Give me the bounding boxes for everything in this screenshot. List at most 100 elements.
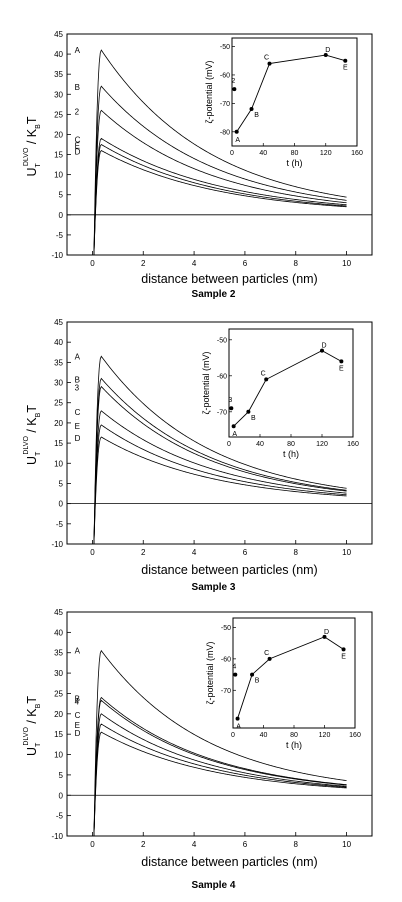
y-tick-label: -10: [51, 540, 63, 549]
inset-x-axis-label: t (h): [286, 740, 302, 750]
chart-mark: T: [35, 451, 42, 456]
y-tick-label: -5: [56, 231, 64, 240]
x-tick-label: 0: [90, 548, 95, 557]
chart-mark: T: [25, 405, 39, 413]
y-tick-label: -10: [51, 251, 63, 260]
inset-x-tick-label: 40: [259, 150, 267, 157]
y-tick-label: 5: [59, 191, 64, 200]
inset-point-4: [233, 672, 238, 677]
inset-x-tick-label: 160: [349, 732, 361, 739]
inset-x-tick-label: 80: [287, 441, 295, 448]
chart-mark: DLVO: [23, 436, 30, 455]
inset-point-label-D: D: [324, 629, 329, 636]
inset-point-D: [322, 634, 327, 639]
y-tick-label: 10: [54, 459, 63, 468]
y-tick-label: 0: [59, 500, 64, 509]
series-label-E: E: [75, 721, 80, 730]
y-axis-label: UTDLVO / KBT: [23, 405, 42, 465]
series-label-E: E: [75, 422, 80, 431]
y-tick-label: 0: [59, 791, 64, 800]
inset-y-tick-label: -50: [221, 625, 231, 632]
chart-mark: T: [25, 116, 39, 124]
inset-y-axis-label: ζ-potential (mV): [204, 61, 214, 124]
x-tick-label: 10: [342, 840, 351, 849]
y-tick-label: 15: [54, 730, 63, 739]
y-tick-label: 25: [54, 689, 63, 698]
series-label-E: E: [75, 142, 80, 151]
inset-x-tick-label: 0: [230, 150, 234, 157]
inset-point-label-2: 2: [231, 78, 235, 85]
inset-point-E: [343, 58, 348, 63]
series-line-3: [93, 385, 347, 545]
inset-y-tick-label: -70: [221, 688, 231, 695]
y-tick-label: 45: [54, 318, 63, 327]
inset-x-axis-label: t (h): [286, 158, 302, 168]
inset-y-tick-label: -80: [220, 129, 230, 136]
inset-point-label-C: C: [264, 55, 269, 62]
chart-mark: B: [35, 124, 42, 129]
x-tick-label: 6: [243, 548, 248, 557]
y-tick-label: 15: [54, 151, 63, 160]
inset-x-tick-label: 160: [347, 441, 359, 448]
inset-point-C: [267, 61, 272, 66]
series-label-3: 3: [75, 384, 80, 393]
series-label-B: B: [75, 695, 80, 704]
series-label-B: B: [75, 83, 80, 92]
series-line-E: [93, 723, 347, 837]
series-line-A: [93, 355, 347, 545]
y-tick-label: -5: [56, 520, 64, 529]
chart-mark: DLVO: [23, 727, 30, 746]
inset-y-tick-label: -60: [220, 72, 230, 79]
series-line-4: [93, 699, 347, 837]
x-axis-label: distance between particles (nm): [141, 272, 317, 286]
inset-point-label-E: E: [339, 365, 344, 372]
series-line-E: [93, 424, 347, 545]
inset-point-D: [320, 348, 324, 353]
inset-point-E: [341, 647, 346, 652]
inset-y-tick-label: -50: [220, 44, 230, 51]
series-label-2: 2: [75, 107, 80, 116]
inset-x-tick-label: 120: [320, 150, 332, 157]
inset-chart: 0 40 80 120 160 -70 -60 -50 t (h) ζ-potential (mV…: [201, 328, 359, 459]
inset-point-label-A: A: [236, 724, 241, 731]
y-tick-label: 30: [54, 669, 63, 678]
inset-x-tick-label: 40: [260, 732, 268, 739]
inset-x-tick-label: 160: [351, 150, 363, 157]
series-line-C: [93, 137, 347, 256]
chart-mark: B: [35, 412, 42, 417]
inset-point-label-C: C: [264, 650, 269, 657]
inset-x-tick-label: 120: [319, 732, 331, 739]
inset-x-axis-label: t (h): [283, 449, 299, 459]
chart-mark: / K: [25, 128, 39, 147]
plot-frame: [66, 611, 373, 837]
inset-y-tick-label: -70: [217, 409, 227, 416]
inset-point-B: [250, 672, 255, 677]
y-tick-label: 20: [54, 710, 63, 719]
inset-point-A: [234, 129, 239, 134]
x-tick-label: 10: [342, 548, 351, 557]
inset-y-tick-label: -60: [221, 656, 231, 663]
series-label-A: A: [75, 352, 81, 361]
inset-y-tick-label: -60: [217, 373, 227, 380]
x-tick-label: 6: [243, 840, 248, 849]
chart-mark: U: [25, 747, 39, 756]
series-line-C: [93, 713, 347, 837]
x-tick-label: 2: [141, 259, 146, 268]
y-tick-label: 0: [59, 211, 64, 220]
y-tick-label: 10: [54, 751, 63, 760]
series-line-A: [93, 649, 347, 837]
y-tick-label: 5: [59, 479, 64, 488]
y-tick-label: 15: [54, 439, 63, 448]
inset-point-label-C: C: [261, 370, 266, 377]
inset-point-label-D: D: [321, 343, 326, 350]
y-axis-label: UTDLVO / KBT: [23, 696, 42, 756]
x-tick-label: 8: [294, 840, 299, 849]
series-line-D: [93, 150, 347, 256]
x-tick-label: 10: [342, 259, 351, 268]
inset-point-B: [246, 409, 251, 414]
inset-point-C: [267, 656, 272, 661]
